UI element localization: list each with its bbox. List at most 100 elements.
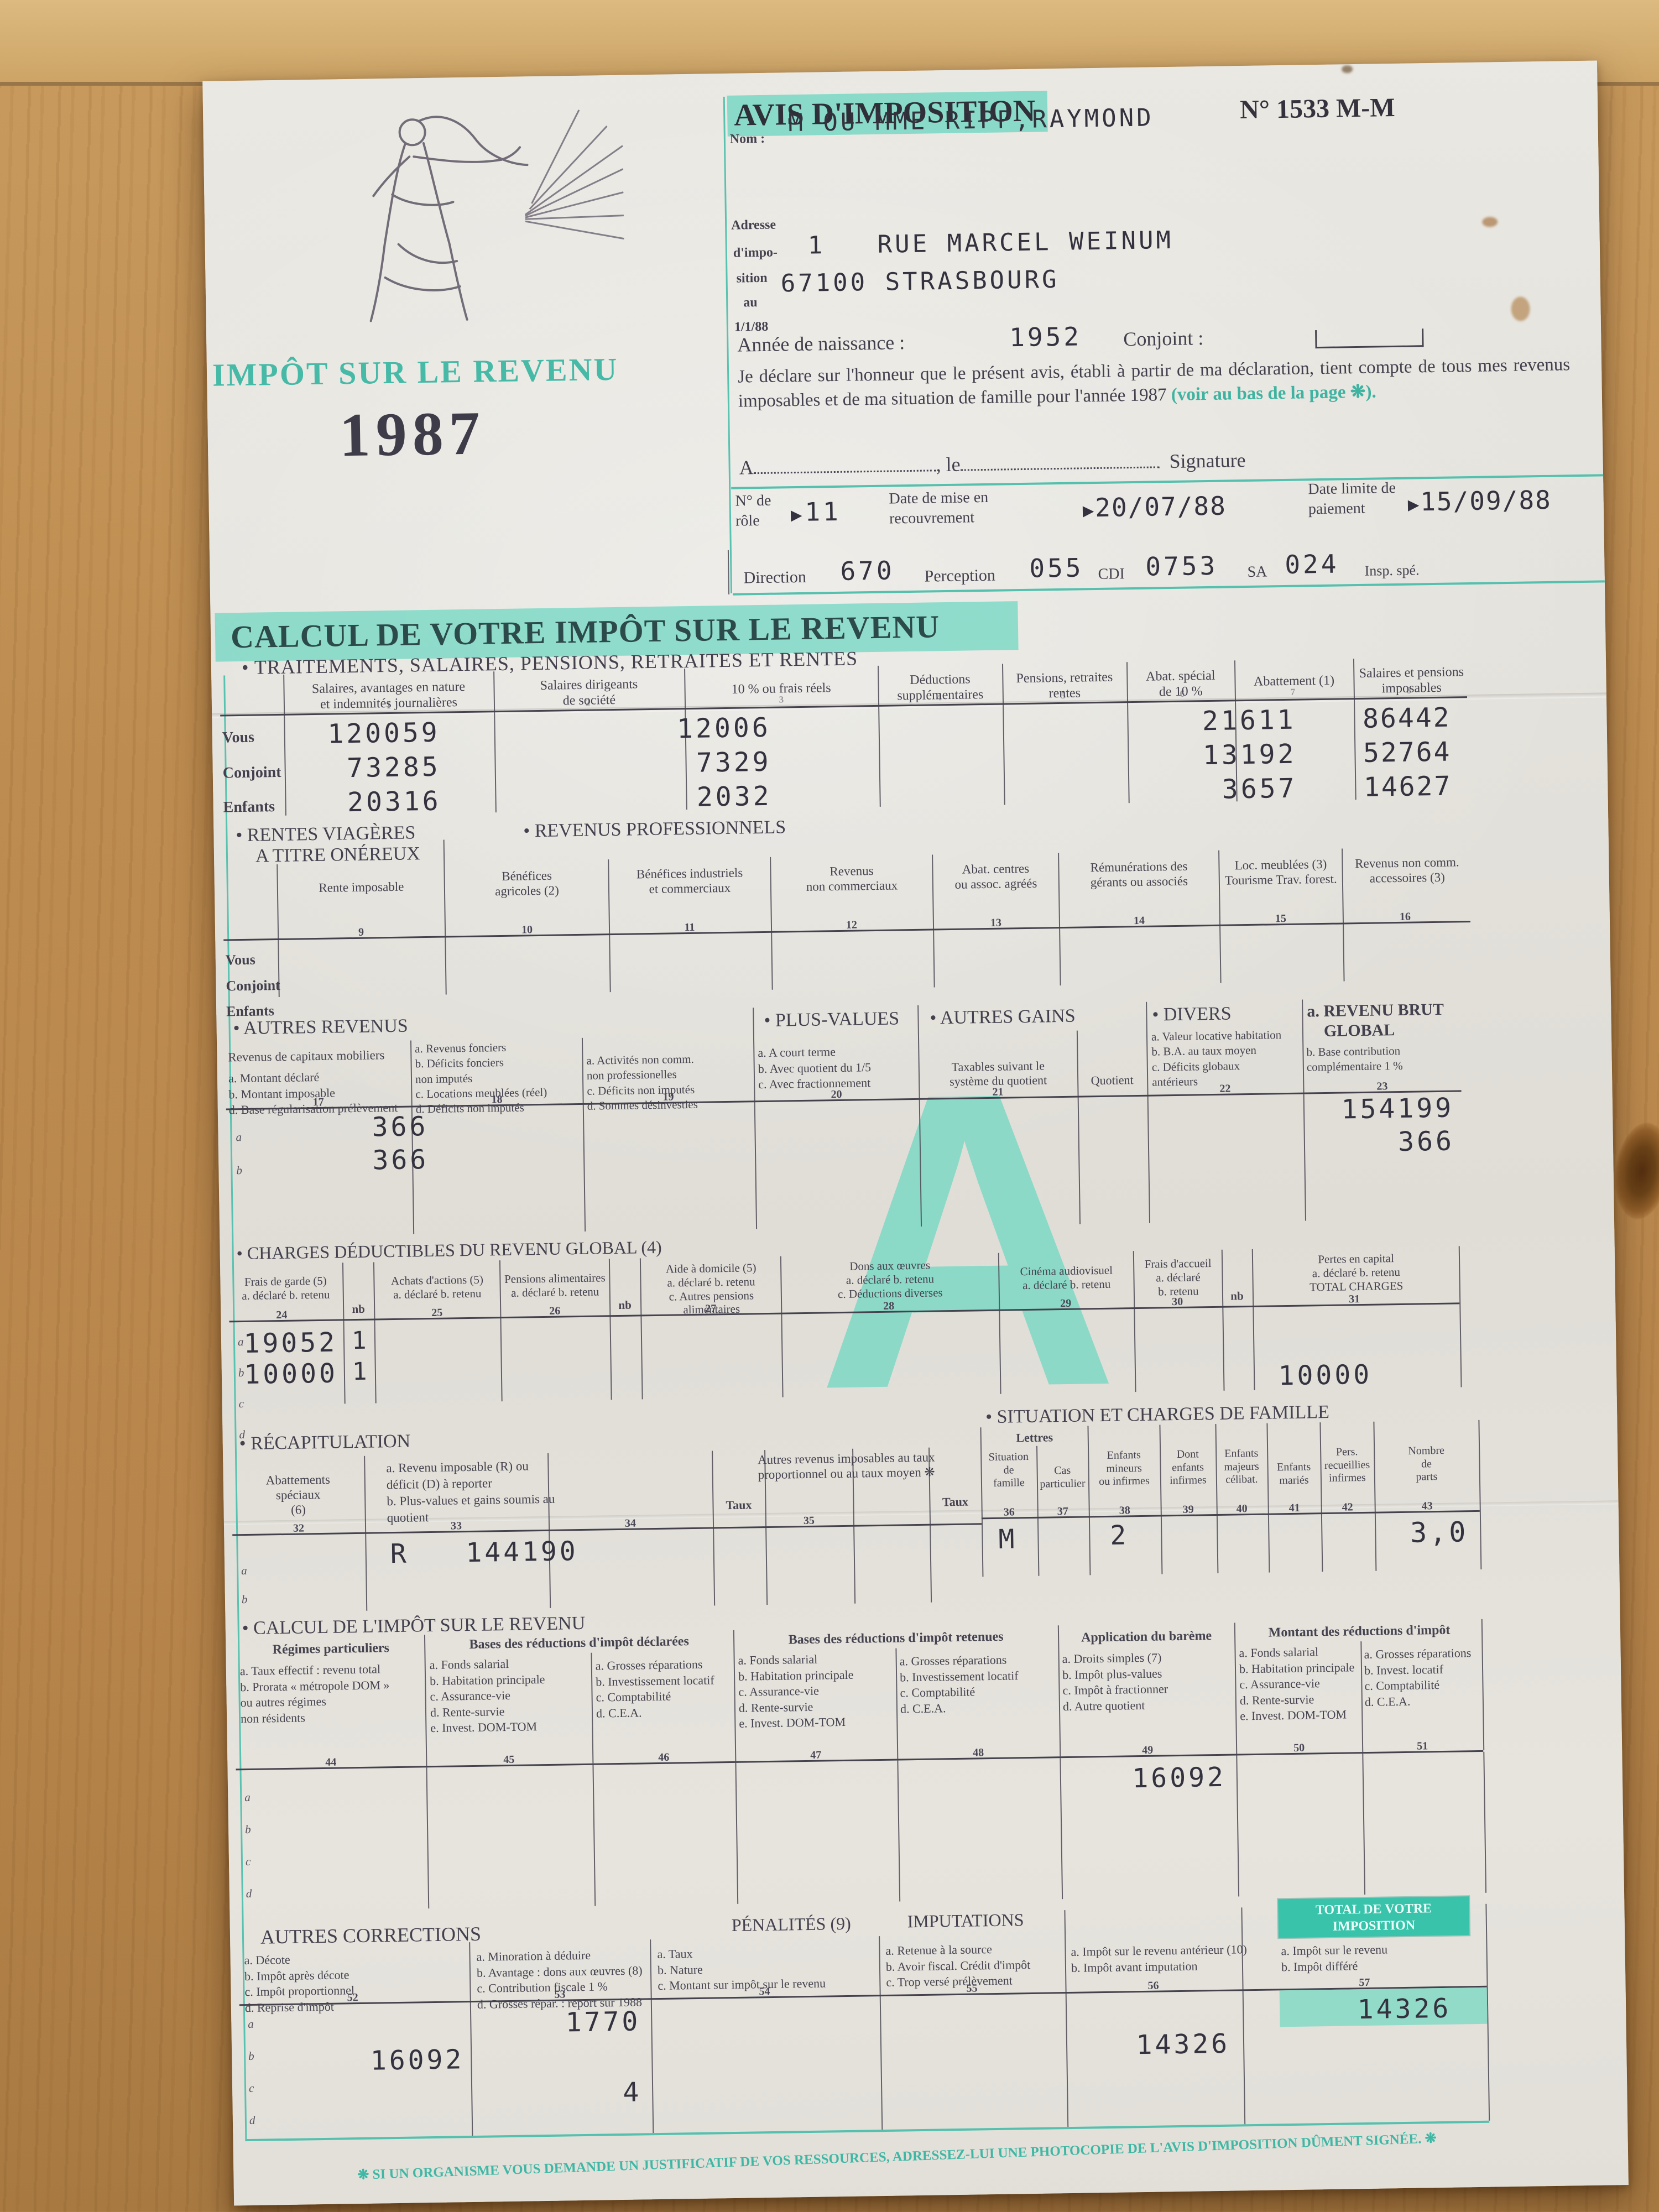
t4-line bbox=[1221, 1249, 1225, 1391]
signature-line: A , le Signature bbox=[739, 448, 1245, 479]
t4-title: • CHARGES DÉDUCTIBLES DU REVENU GLOBAL (… bbox=[236, 1237, 662, 1264]
adresse-label: Adresse bbox=[731, 217, 776, 233]
t6-title: • CALCUL DE L'IMPÔT SUR LE REVENU bbox=[242, 1613, 586, 1639]
paiement-label: paiement bbox=[1308, 499, 1365, 518]
t7-value: 16092 bbox=[370, 2044, 465, 2077]
cdi-value: 0753 bbox=[1145, 550, 1218, 582]
fam-col-number: 41 bbox=[1288, 1501, 1300, 1515]
t5-col-header: Taux bbox=[726, 1498, 752, 1512]
t2-col-number: 16 bbox=[1399, 910, 1411, 923]
fam-col-number: 39 bbox=[1182, 1503, 1194, 1516]
t7-col-lines: a. Décote b. Impôt après décote c. Impôt… bbox=[244, 1952, 355, 2015]
t1-value: 7329 bbox=[696, 746, 771, 779]
t6-line bbox=[1360, 1641, 1364, 1752]
t7-value: 1770 bbox=[565, 2006, 641, 2038]
t2-col-header: Revenus non comm. accessoires (3) bbox=[1354, 855, 1459, 885]
t2-col-number: 9 bbox=[358, 926, 364, 938]
t5-col-header: Autres revenus imposables au taux propor… bbox=[757, 1450, 935, 1482]
t6-col-lines: a. Grosses réparations b. Investissement… bbox=[899, 1652, 1019, 1716]
fam-line bbox=[1215, 1423, 1219, 1573]
fam-col-number: 42 bbox=[1342, 1501, 1353, 1514]
t7-line bbox=[879, 1936, 883, 2130]
stain bbox=[1511, 296, 1530, 321]
row-letter: d bbox=[246, 1886, 252, 1901]
t1-value: 52764 bbox=[1363, 736, 1452, 769]
row-letter: b bbox=[236, 1164, 243, 1177]
t4-col-header: Frais d'accueil a. déclaré b. retenu bbox=[1144, 1256, 1212, 1298]
t6-line bbox=[735, 1762, 739, 1904]
row-letter: c bbox=[245, 1854, 251, 1869]
t3-col-number: 18 bbox=[491, 1093, 503, 1106]
t3-col-number: 19 bbox=[662, 1091, 674, 1103]
t6-group-header: Application du barème bbox=[1081, 1629, 1212, 1645]
fam-col-number: 43 bbox=[1421, 1500, 1433, 1512]
perception-value: 055 bbox=[1029, 552, 1084, 583]
t6-line bbox=[1483, 1751, 1487, 1893]
t4-value: 10000 bbox=[243, 1358, 338, 1391]
t2-col-header: Abat. centres ou assoc. agréés bbox=[954, 861, 1037, 891]
fam-col-number: 40 bbox=[1236, 1503, 1248, 1515]
t1-value: 20316 bbox=[347, 785, 441, 818]
fam-col-header: Pers. recueillies infirmes bbox=[1324, 1446, 1370, 1485]
fam-line bbox=[1373, 1421, 1377, 1571]
t1-row-label: Vous bbox=[222, 728, 255, 747]
t2-col-header: Bénéfices industriels et commerciaux bbox=[636, 865, 743, 896]
t4-line bbox=[639, 1258, 643, 1400]
t7-line bbox=[1064, 1910, 1069, 2127]
t2-col-header: Bénéfices agricoles (2) bbox=[495, 868, 559, 899]
row-letter: a bbox=[236, 1130, 242, 1144]
adresse-line2: 67100 STRASBOURG bbox=[780, 265, 1060, 298]
cdi-label: CDI bbox=[1098, 565, 1125, 583]
row-letter: d bbox=[249, 2113, 255, 2127]
fam-title: • SITUATION ET CHARGES DE FAMILLE bbox=[985, 1401, 1330, 1428]
declaration-paragraph: Je déclare sur l'honneur que le présent … bbox=[738, 353, 1571, 413]
t3-col-number: 23 bbox=[1376, 1080, 1388, 1093]
t6-col-lines: a. Fonds salarial b. Habitation principa… bbox=[429, 1656, 545, 1735]
t1-value: 14627 bbox=[1363, 770, 1452, 803]
le-label: , le bbox=[936, 453, 961, 476]
row-letter: a bbox=[248, 2017, 254, 2031]
t3-col-lines: a. Montant déclaré b. Montant imposable … bbox=[228, 1070, 398, 1117]
t3-col-number: 21 bbox=[992, 1086, 1004, 1098]
t6-col-lines: a. Fonds salarial b. Habitation principa… bbox=[1239, 1645, 1355, 1723]
arrow-icon: ▶ bbox=[790, 503, 805, 526]
t6-value: 16092 bbox=[1132, 1761, 1227, 1794]
t4-col-number: 27 bbox=[705, 1302, 717, 1315]
row-letter: a bbox=[237, 1335, 244, 1349]
t1-value: 120059 bbox=[327, 717, 441, 750]
t4-col-number: 31 bbox=[1348, 1293, 1360, 1306]
fam-col-header: Lettres bbox=[1016, 1430, 1053, 1445]
row-letter: a bbox=[244, 1790, 251, 1804]
t4-line bbox=[1458, 1246, 1462, 1387]
t7-col-number: 55 bbox=[966, 1982, 978, 1995]
t3-col-number: 20 bbox=[831, 1088, 842, 1101]
t7-col-number: 56 bbox=[1147, 1979, 1159, 1992]
fam-value: 3,0 bbox=[1410, 1516, 1469, 1549]
t2-row-label: Conjoint bbox=[226, 977, 280, 994]
t6-line bbox=[424, 1635, 427, 1766]
t2-col-number: 13 bbox=[990, 916, 1002, 929]
t5-rule bbox=[232, 1523, 982, 1536]
t3-value: 366 bbox=[372, 1144, 429, 1176]
t1-value: 2032 bbox=[696, 780, 772, 813]
t4-col-number: 28 bbox=[883, 1300, 895, 1312]
t4-value: 1 bbox=[352, 1357, 370, 1386]
t2-col-number: 12 bbox=[846, 919, 858, 931]
t4-col-header: nb bbox=[1230, 1289, 1244, 1303]
t4-line bbox=[342, 1262, 346, 1404]
nom-label: Nom : bbox=[729, 131, 765, 147]
t6-col-number: 45 bbox=[503, 1753, 515, 1766]
t4-col-header: nb bbox=[618, 1298, 632, 1312]
t4-col-header: Cinéma audiovisuel a. déclaré b. retenu bbox=[1020, 1263, 1113, 1292]
t4-col-header: nb bbox=[352, 1302, 366, 1316]
t6-col-lines: a. Taux effectif : revenu total b. Prora… bbox=[239, 1662, 390, 1725]
recouvrement-value: ▶20/07/88 bbox=[1082, 491, 1227, 523]
t4-col-header: Pertes en capital a. déclaré b. retenu T… bbox=[1309, 1251, 1404, 1293]
conjoint-box bbox=[1315, 328, 1424, 349]
t3-col-header: Revenus de capitaux mobiliers bbox=[228, 1048, 385, 1065]
t4-col-header: Pensions alimentaires a. déclaré b. rete… bbox=[504, 1271, 606, 1300]
t1-col-number: 8 bbox=[1406, 685, 1412, 696]
t6-line bbox=[1362, 1754, 1366, 1895]
t2-title: • RENTES VIAGÈRES bbox=[236, 822, 416, 846]
t3-value: 366 bbox=[1397, 1125, 1455, 1158]
